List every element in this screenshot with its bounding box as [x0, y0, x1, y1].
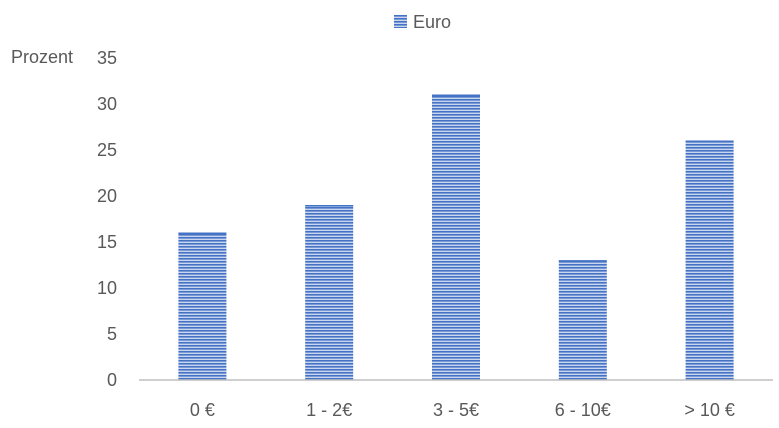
y-tick-label: 15	[97, 232, 117, 252]
x-tick-label: 0 €	[190, 400, 215, 420]
legend-label: Euro	[413, 12, 451, 32]
x-tick-label: 6 - 10€	[555, 400, 611, 420]
y-tick-label: 30	[97, 94, 117, 114]
bars	[178, 94, 734, 381]
x-tick-label: > 10 €	[684, 400, 735, 420]
y-tick-label: 5	[107, 324, 117, 344]
bar	[178, 232, 227, 380]
legend: Euro	[394, 12, 451, 32]
y-tick-label: 20	[97, 186, 117, 206]
y-axis-ticks: 0 5 10 15 20 25 30 35	[97, 48, 117, 390]
bar	[305, 205, 354, 380]
y-tick-label: 35	[97, 48, 117, 68]
y-tick-label: 0	[107, 370, 117, 390]
y-tick-label: 10	[97, 278, 117, 298]
y-tick-label: 25	[97, 140, 117, 160]
x-tick-label: 3 - 5€	[433, 400, 479, 420]
bar	[432, 94, 480, 381]
bar	[685, 140, 734, 380]
x-tick-label: 1 - 2€	[306, 400, 352, 420]
bar	[558, 260, 607, 380]
y-axis-label: Prozent	[11, 47, 73, 67]
x-axis-labels: 0 € 1 - 2€ 3 - 5€ 6 - 10€ > 10 €	[190, 400, 735, 420]
legend-swatch	[394, 15, 407, 28]
